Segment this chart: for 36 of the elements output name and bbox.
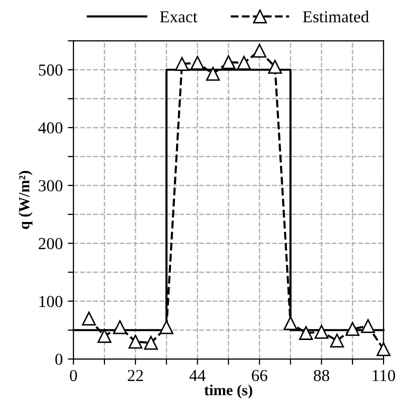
point	[299, 326, 313, 340]
y-tick-label: 300	[38, 180, 62, 192]
point	[361, 319, 375, 334]
x-tick-label: 44	[189, 370, 206, 382]
point	[376, 342, 390, 356]
point	[284, 316, 298, 330]
point	[144, 336, 158, 350]
point	[206, 66, 220, 81]
point	[82, 312, 96, 326]
y-axis-title: q (W/m²)	[18, 170, 32, 229]
y-tick-label: 100	[39, 296, 62, 308]
point	[346, 322, 360, 336]
x-axis-title: time (s)	[204, 384, 252, 398]
x-tick-label: 88	[314, 370, 330, 382]
point	[160, 320, 174, 334]
point	[222, 55, 236, 70]
point	[190, 56, 204, 70]
point	[98, 328, 112, 343]
y-tick-label: 0	[55, 354, 62, 365]
point	[113, 320, 127, 334]
point	[314, 324, 328, 339]
x-tick-label: 110	[372, 370, 396, 382]
point	[268, 60, 282, 74]
x-tick-label: 22	[128, 370, 143, 382]
point	[128, 334, 142, 349]
point	[237, 56, 251, 70]
point	[175, 57, 189, 71]
x-tick-label: 66	[252, 370, 268, 382]
y-tick-label: 400	[38, 122, 62, 134]
legend-label: Exact	[160, 11, 198, 22]
y-tick-label: 200	[38, 238, 62, 250]
point	[252, 44, 266, 58]
x-tick-label: 0	[70, 370, 77, 382]
y-tick-label: 500	[38, 64, 62, 76]
point	[330, 334, 344, 348]
legend-label: Estimated	[302, 10, 369, 22]
